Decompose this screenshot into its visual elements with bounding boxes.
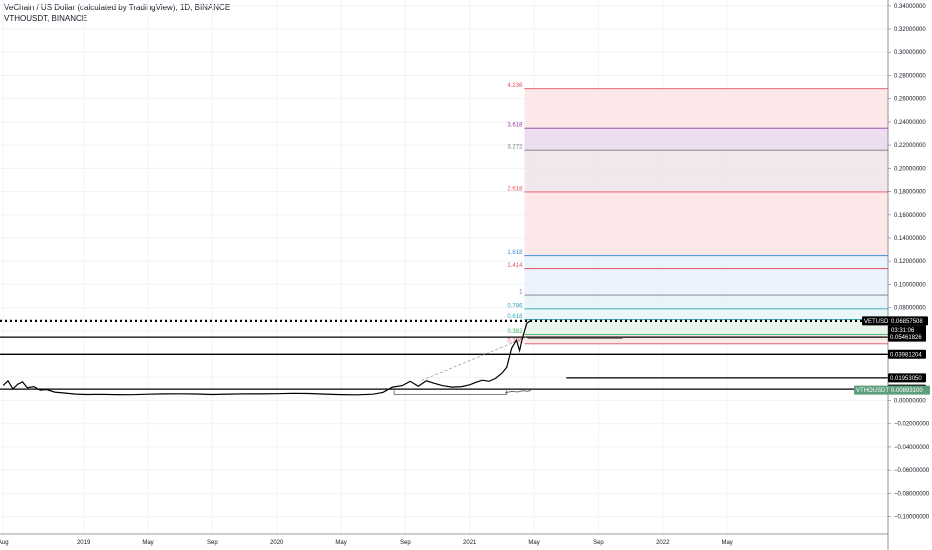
fib-zone [524,255,888,269]
fib-level-label: 2.618 [507,186,523,192]
y-tick-label: 0.00000000 [894,399,926,405]
fib-zone [524,295,888,309]
fib-zone [524,308,888,320]
price-badge-value: 0.06857508 [891,319,923,325]
chart-subtitle: VTHOUSDT, BINANCE [4,14,88,23]
y-tick-label: −0.08000000 [894,491,930,497]
series-line-vetusd [2,320,531,396]
price-badge-value: 0.03981204 [890,352,922,358]
price-badge-value: 0.00893100 [891,388,923,394]
y-tick-label: 0.08000000 [894,306,926,312]
fib-level-label: 3.272 [507,145,523,151]
x-tick-label: May [721,540,732,546]
y-tick-label: 0.12000000 [894,259,926,265]
price-badge-series: VTHOUSDT [856,388,889,394]
x-tick-label: May [142,540,153,546]
price-badge-value: 0.01953050 [890,376,922,382]
x-tick-label: Sep [400,540,411,546]
chart-title: VeChain / US Dollar (calculated by Tradi… [4,3,231,12]
price-badge [888,373,926,383]
x-tick-label: May [335,540,346,546]
fib-zone [524,334,888,344]
fib-level-label: 0.382 [507,329,523,335]
y-tick-label: 0.20000000 [894,166,926,172]
y-tick-label: 0.30000000 [894,50,926,56]
x-tick-label: 2020 [270,540,284,546]
fib-zone [524,88,888,129]
y-tick-label: −0.10000000 [894,515,930,521]
y-tick-label: −0.02000000 [894,422,930,428]
fib-extension-levels: 4.236 3.618 3.272 2.618 1.618 1.414 1 0.786 0.61… [507,83,888,344]
y-tick-label: 0.10000000 [894,282,926,288]
fib-zone [524,191,888,256]
fib-level-label: 1 [519,290,523,296]
fib-zone [524,150,888,192]
fib-level-label: 1.618 [507,250,523,256]
y-tick-label: 0.16000000 [894,213,926,219]
price-badge [854,385,930,395]
price-badge-series: VETUSD [864,319,889,325]
time-axis[interactable]: Aug 2019 May Sep 2020 May Sep 2021 May Sep 2022 May [0,533,888,546]
y-tick-label: 0.14000000 [894,236,926,242]
y-tick-label: 0.26000000 [894,97,926,103]
x-tick-label: Sep [207,540,218,546]
price-badge [862,316,928,326]
y-tick-label: −0.06000000 [894,468,930,474]
countdown-value: 03:31:06 [891,328,915,334]
price-badge [888,332,926,342]
trend-projection-line [421,336,527,381]
price-series [2,320,532,396]
y-tick-label: 0.28000000 [894,73,926,79]
x-tick-label: 2022 [656,540,670,546]
fib-level-label: 0.618 [507,314,523,320]
price-badge-value: 0.05461826 [890,335,922,341]
y-tick-label: 0.32000000 [894,27,926,33]
fib-level-label: 1.414 [507,263,523,269]
x-tick-label: May [528,540,539,546]
fib-zone [524,319,888,335]
fib-zone [524,268,888,296]
y-tick-label: 0.34000000 [894,4,926,10]
x-tick-label: Aug [0,540,9,546]
fib-level-label: 0.786 [507,303,523,309]
countdown-badge [888,325,926,335]
fib-level-label: 4.236 [507,83,523,89]
x-tick-label: Sep [593,540,604,546]
price-axis[interactable]: 0.34000000 0.32000000 0.30000000 0.28000000… [887,0,930,550]
fib-zone [524,128,888,151]
series-line-vthousdt [505,389,532,394]
y-tick-label: 0.24000000 [894,120,926,126]
fib-level-label: 3.618 [507,123,523,129]
x-tick-label: 2019 [77,540,91,546]
y-tick-label: 0.18000000 [894,190,926,196]
x-tick-label: 2021 [463,540,477,546]
y-tick-label: 0.22000000 [894,143,926,149]
horizontal-lines [0,319,888,395]
price-labels: VETUSD 0.06857508 03:31:060.05461826 0.0398… [854,316,930,395]
price-badge [888,349,926,359]
y-tick-label: −0.04000000 [894,445,930,451]
